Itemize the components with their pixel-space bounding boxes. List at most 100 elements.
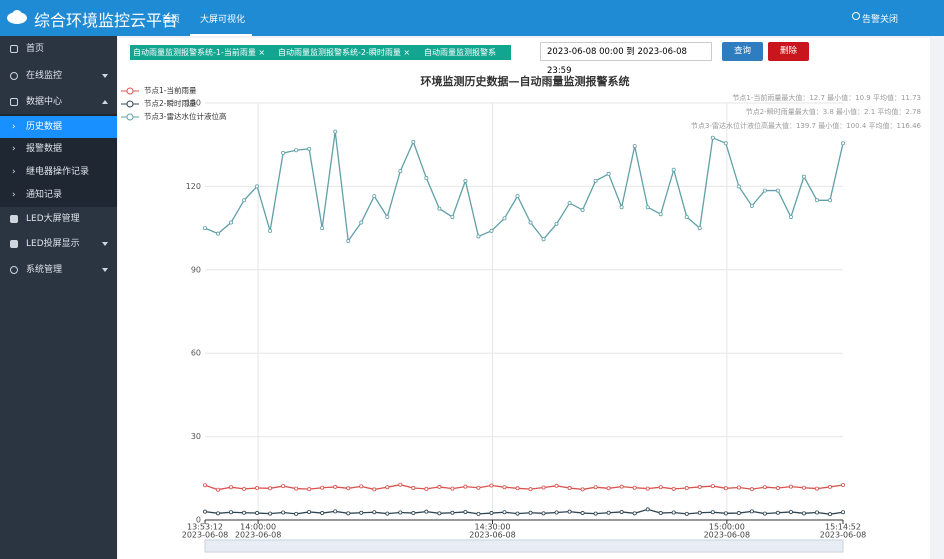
menu-item-active[interactable]: › 历史数据 — [0, 116, 117, 138]
point — [723, 486, 728, 491]
point — [736, 511, 741, 516]
zoom-slider[interactable] — [204, 539, 844, 553]
point — [710, 510, 715, 515]
menu-label: 数据中心 — [26, 97, 63, 107]
point — [450, 214, 455, 219]
point — [346, 511, 351, 516]
logo — [7, 10, 27, 24]
point — [749, 203, 754, 208]
point — [658, 511, 663, 516]
point — [580, 511, 585, 516]
date-range[interactable]: 2023-06-08 00:00 到 2023-06-08 23:59 — [540, 42, 712, 76]
menu-item[interactable]: 首页 — [0, 38, 117, 60]
point — [463, 509, 468, 514]
point — [749, 509, 754, 514]
point — [515, 194, 520, 199]
point — [333, 129, 338, 134]
point — [372, 510, 377, 515]
point — [593, 178, 598, 183]
point — [788, 214, 793, 219]
point — [684, 214, 689, 219]
legend-label: 节点2-瞬时雨量 — [144, 98, 197, 108]
point — [632, 511, 637, 516]
stats-text: 节点2-瞬时雨量最大值：3.8 最小值：2.1 平均值：2.78 — [746, 107, 921, 116]
point — [281, 484, 286, 489]
menu-item[interactable]: LED投屏显示 — [0, 233, 117, 255]
point — [411, 139, 416, 144]
x-tick-label: 15:14:52 — [825, 523, 861, 532]
point — [385, 214, 390, 219]
menu-item[interactable]: › 继电器操作记录 — [12, 167, 90, 177]
menu-item[interactable]: 在线监控 — [0, 65, 117, 87]
filter-tag[interactable]: 自动雨量监测报警系统-2-瞬时雨量 × — [275, 45, 421, 60]
point — [841, 510, 846, 515]
point — [255, 486, 260, 491]
menu-item[interactable]: › 报警数据 — [12, 144, 63, 154]
menu-item[interactable]: 系统管理 — [0, 259, 117, 281]
point — [398, 510, 403, 515]
alarm-toggle[interactable]: 告警关闭 — [862, 15, 899, 25]
nav-home[interactable]: 首页 — [162, 15, 181, 25]
point — [554, 483, 559, 488]
point — [229, 510, 234, 515]
point — [307, 487, 312, 492]
query-button[interactable]: 查询 — [722, 42, 763, 61]
series-line — [204, 508, 844, 515]
menu-label: 继电器操作记录 — [26, 167, 90, 177]
legend-marker — [126, 100, 134, 108]
point — [749, 487, 754, 492]
y-tick-label: 90 — [191, 265, 201, 274]
point — [827, 512, 832, 517]
point — [294, 148, 299, 153]
point — [723, 141, 728, 146]
label: 自动雨量监测报警系 — [424, 48, 496, 57]
delete-button[interactable]: 删除 — [768, 42, 809, 61]
menu-label: LED大屏管理 — [26, 214, 80, 224]
point — [502, 216, 507, 221]
point — [202, 226, 207, 231]
y-tick-label: 120 — [186, 182, 201, 191]
point — [515, 511, 520, 516]
filter-tag[interactable]: 自动雨量监测报警系统-1-当前雨量 × — [130, 45, 276, 60]
point — [671, 167, 676, 172]
legend-label: 节点1-当前雨量 — [144, 85, 197, 95]
point — [424, 509, 429, 514]
point — [242, 198, 247, 203]
point — [268, 486, 273, 491]
point — [541, 237, 546, 242]
point — [450, 510, 455, 515]
menu-item[interactable]: LED大屏管理 — [0, 208, 117, 230]
menu-item[interactable]: 数据中心 — [0, 91, 117, 113]
point — [775, 486, 780, 491]
legend-label: 节点3-雷达水位计液位高 — [144, 111, 227, 121]
point — [320, 226, 325, 231]
point — [762, 511, 767, 516]
point — [541, 511, 546, 516]
nav-screen[interactable]: 大屏可视化 — [200, 15, 246, 25]
point — [710, 135, 715, 140]
point — [359, 220, 364, 225]
point — [268, 228, 273, 233]
label: 自动雨量监测报警系统-1-当前雨量 — [133, 48, 256, 57]
point — [645, 507, 650, 512]
point — [424, 486, 429, 491]
point — [385, 485, 390, 490]
point — [411, 511, 416, 516]
stats-text: 节点1-当前雨量最大值：12.7 最小值：10.9 平均值：11.73 — [732, 93, 921, 102]
point — [359, 484, 364, 489]
point — [606, 486, 611, 491]
filter-tag[interactable]: 自动雨量监测报警系 — [421, 45, 511, 60]
point — [567, 486, 572, 491]
point — [658, 212, 663, 217]
point — [528, 487, 533, 492]
menu-item[interactable]: › 通知记录 — [12, 190, 63, 200]
x-tick-label: 2023-06-08 — [704, 531, 751, 540]
point — [372, 487, 377, 492]
point — [723, 511, 728, 516]
point — [437, 511, 442, 516]
x-tick-label: 14:00:00 — [240, 523, 276, 532]
point — [411, 486, 416, 491]
point — [229, 220, 234, 225]
point — [593, 511, 598, 516]
point — [216, 231, 221, 236]
